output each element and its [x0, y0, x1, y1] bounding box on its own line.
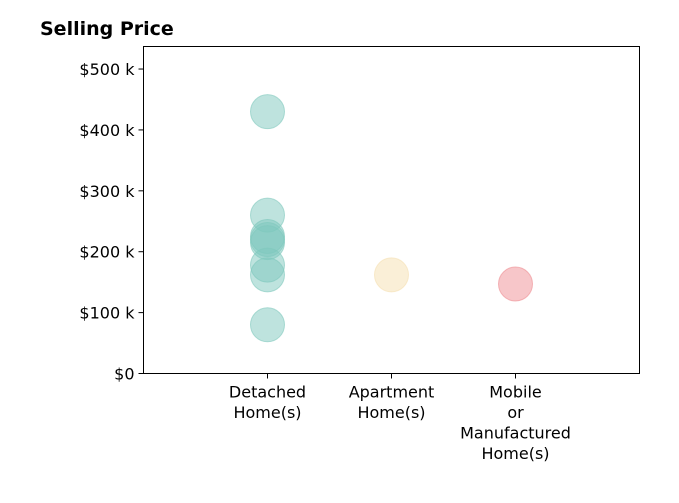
x-tick-label-line: Home(s) [357, 403, 425, 422]
x-tick-label-line: Home(s) [233, 403, 301, 422]
data-point [374, 257, 409, 293]
data-point [250, 307, 285, 343]
y-tick-label: $400 k [79, 121, 135, 140]
x-tick-label: Apartment Home(s) [349, 383, 435, 423]
plot-area-frame [143, 46, 640, 374]
chart-title: Selling Price [40, 18, 174, 40]
y-tick-label: $300 k [79, 182, 135, 201]
x-tick-label-line: Manufactured [460, 424, 571, 443]
y-tick-label: $200 k [79, 243, 135, 262]
x-axis: Detached Home(s)Apartment Home(s)Mobile or M… [229, 373, 571, 464]
x-tick-label: Mobile or Manufactured Home(s) [460, 383, 571, 464]
y-tick-label: $100 k [79, 304, 135, 323]
points-layer [250, 94, 533, 343]
x-tick-label: Detached Home(s) [229, 383, 306, 423]
data-point [250, 94, 285, 130]
data-point [498, 266, 533, 302]
data-point [250, 257, 285, 293]
y-tick-label: $0 [114, 365, 134, 384]
x-tick-label-line: Detached [229, 383, 306, 402]
x-tick-label-line: or [507, 403, 524, 422]
x-tick-label-line: Mobile [489, 383, 541, 402]
x-tick-label-line: Home(s) [481, 444, 549, 463]
y-axis: $0 $100 k $200 k $300 k $400 k $500 k [79, 60, 144, 384]
y-tick-label: $500 k [79, 60, 135, 79]
x-tick-label-line: Apartment [349, 383, 435, 402]
